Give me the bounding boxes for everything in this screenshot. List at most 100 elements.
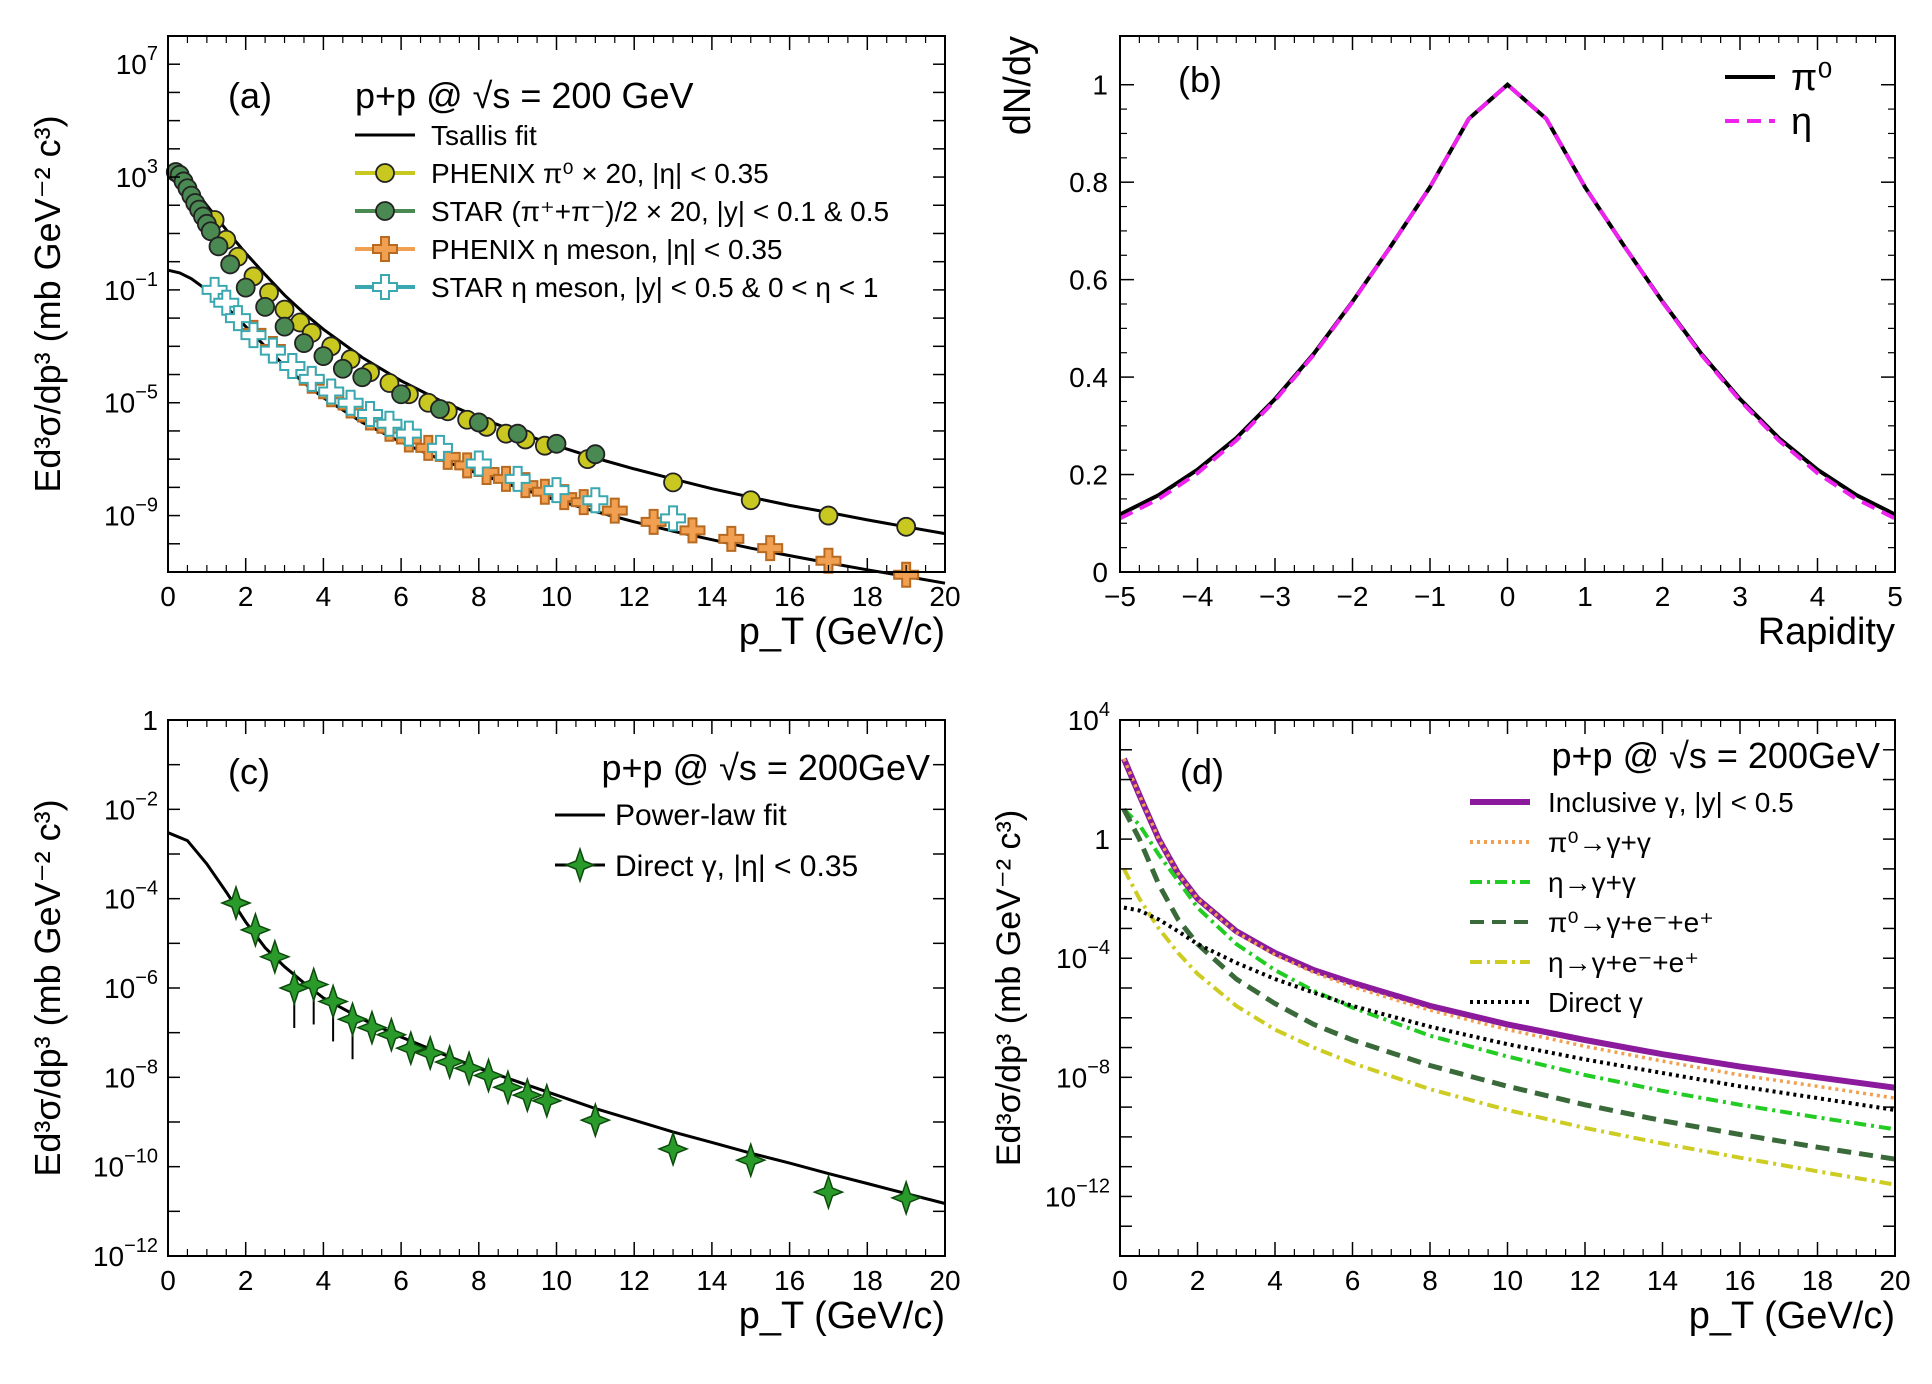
data-point-circle: [468, 412, 489, 433]
data-point-circle: [235, 277, 256, 298]
data-point-circle: [546, 433, 567, 454]
x-tick-label: 2: [238, 1265, 254, 1296]
y-tick-label: 10−12: [93, 1235, 158, 1272]
y-tick-label: 10−8: [1056, 1056, 1110, 1093]
y-tick-exp: −8: [1087, 1056, 1110, 1078]
data-point-cross: [718, 525, 745, 552]
y-tick-exp: 4: [1099, 699, 1110, 721]
x-tick-label: 6: [1345, 1265, 1361, 1296]
data-point-star: [453, 1049, 486, 1087]
data-point-circle: [585, 444, 606, 465]
y-tick-exp: −5: [135, 382, 158, 404]
y-tick-label: 10−2: [104, 788, 158, 825]
power-law-fit-line: [167, 831, 946, 1205]
series-line: [1119, 82, 1896, 521]
series-line: [1119, 82, 1896, 517]
y-tick-exp: 3: [147, 156, 158, 178]
legend-label: PHENIX π⁰ × 20, |η| < 0.35: [431, 158, 769, 189]
legend-label: Tsallis fit: [431, 120, 537, 151]
x-tick-label: 0: [1112, 1265, 1128, 1296]
data-point-circle: [507, 423, 528, 444]
x-tick-label: 20: [929, 581, 960, 612]
legend-marker: [372, 236, 398, 262]
x-tick-label: 0: [160, 1265, 176, 1296]
x-tick-label: −2: [1337, 581, 1369, 612]
data-point-cross: [893, 561, 920, 588]
x-tick-label: 16: [774, 1265, 805, 1296]
legend-label: Direct γ, |η| < 0.35: [615, 850, 858, 883]
data-point-star: [491, 1068, 524, 1106]
x-tick-label: 14: [1647, 1265, 1678, 1296]
data-point-cross: [337, 389, 364, 416]
x-tick-label: −3: [1259, 581, 1291, 612]
x-tick-label: 8: [1422, 1265, 1438, 1296]
y-tick-label: 10−8: [104, 1056, 158, 1093]
y-tick-label: 10−4: [1056, 937, 1110, 974]
x-tick-label: 2: [1190, 1265, 1206, 1296]
panel-label: (d): [1180, 751, 1224, 792]
y-tick-label: 104: [1068, 699, 1110, 736]
y-tick-label: 103: [116, 156, 158, 193]
data-point-star: [530, 1082, 563, 1120]
x-tick-label: 12: [619, 581, 650, 612]
data-point-cross: [504, 465, 531, 492]
data-point-circle: [740, 490, 761, 511]
y-tick-exp: −9: [135, 495, 158, 517]
x-tick-label: −5: [1104, 581, 1136, 612]
y-tick-label: 107: [116, 43, 158, 80]
y-tick-label: 10−12: [1045, 1175, 1110, 1212]
x-tick-label: 1: [1577, 581, 1593, 612]
data-point-star: [317, 983, 350, 1020]
panel-title: p+p @ √s = 200GeV: [602, 747, 931, 788]
data-point-circle: [220, 254, 241, 275]
data-point-star: [890, 1179, 923, 1217]
x-tick-label: 18: [852, 581, 883, 612]
legend-label: STAR η meson, |y| < 0.5 & 0 < η < 1: [431, 272, 878, 303]
y-tick-exp: −6: [135, 967, 158, 989]
y-tick-label: 0.6: [1069, 265, 1108, 296]
data-point-circle: [391, 384, 412, 405]
data-point-star: [336, 1000, 369, 1038]
y-tick-base: 10: [104, 388, 135, 419]
y-tick-label: 10−10: [93, 1146, 158, 1183]
legend-marker: [375, 201, 395, 221]
legend-label: PHENIX η meson, |η| < 0.35: [431, 234, 783, 265]
y-tick-exp: −2: [135, 788, 158, 810]
x-tick-label: 4: [1267, 1265, 1283, 1296]
y-axis-title: Ed³σ/dp³ (mb GeV⁻² c³): [27, 799, 68, 1176]
data-point-cross: [679, 517, 706, 544]
y-tick-base: 10: [104, 1062, 135, 1093]
data-point-star: [812, 1173, 845, 1211]
data-point-cross: [395, 420, 422, 447]
y-axis-title: Ed³σ/dp³ (mb GeV⁻² c³): [990, 810, 1028, 1166]
x-axis-title: p_T (GeV/c): [739, 1295, 945, 1337]
x-axis-title: Rapidity: [1758, 611, 1895, 653]
data-point-cross: [465, 450, 492, 477]
y-tick-base: 10: [104, 794, 135, 825]
x-tick-label: 20: [929, 1265, 960, 1296]
x-tick-label: 12: [1569, 1265, 1600, 1296]
x-tick-label: 0: [1500, 581, 1516, 612]
y-tick-label: 0.4: [1069, 362, 1108, 393]
y-tick-base: 10: [1056, 1062, 1087, 1093]
y-tick-base: 10: [1068, 705, 1099, 736]
y-tick-exp: −4: [135, 878, 158, 900]
y-tick-text: 1: [1094, 824, 1110, 855]
y-tick-exp: −1: [135, 269, 158, 291]
y-tick-label: 0.8: [1069, 167, 1108, 198]
data-point-star: [219, 884, 253, 922]
series-line: [1122, 758, 1896, 1100]
y-tick-exp: −12: [124, 1235, 158, 1257]
series-line: [1122, 867, 1896, 1187]
x-tick-label: 4: [316, 581, 332, 612]
x-tick-label: 10: [541, 1265, 572, 1296]
y-tick-label: 10−1: [104, 269, 158, 306]
y-tick-label: 10−6: [104, 967, 158, 1004]
y-tick-base: 10: [104, 973, 135, 1004]
legend-label: η: [1791, 101, 1812, 143]
data-point-cross: [426, 434, 453, 461]
x-tick-label: 2: [238, 581, 254, 612]
data-point-star: [355, 1009, 388, 1046]
